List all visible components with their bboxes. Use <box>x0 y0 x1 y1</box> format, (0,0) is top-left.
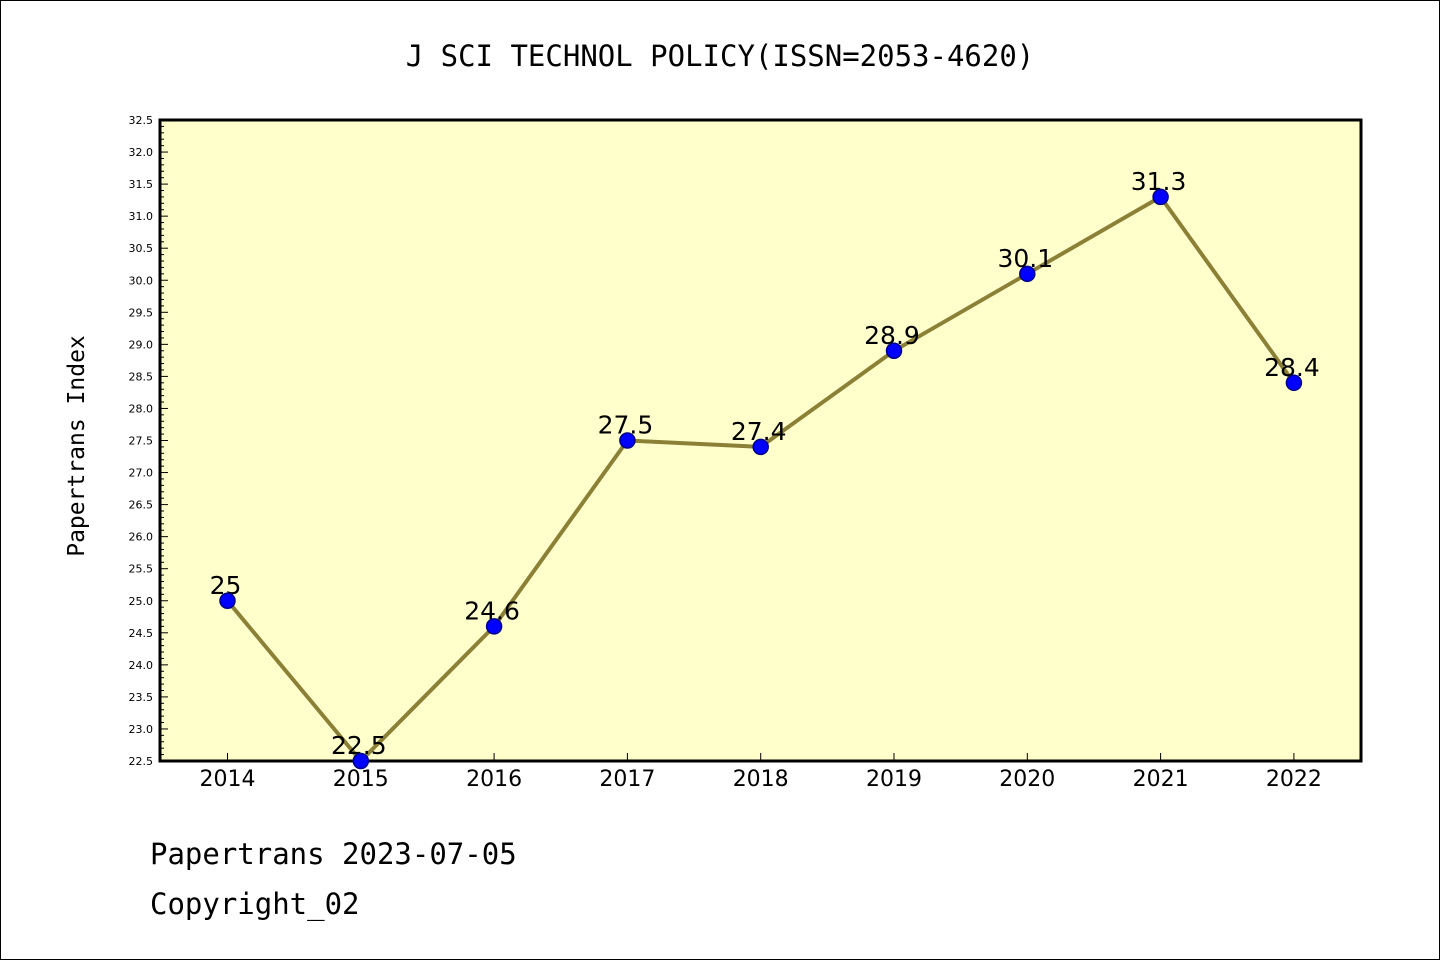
x-tick-label: 2019 <box>866 767 922 792</box>
y-axis-label: Papertrans Index <box>64 335 90 557</box>
data-point <box>352 752 370 770</box>
series-markers <box>219 188 1303 770</box>
footer-date: Papertrans 2023-07-05 <box>150 837 517 871</box>
x-tick-label: 2022 <box>1266 767 1322 792</box>
y-tick-label: 23.0 <box>129 723 154 736</box>
x-tick-label: 2016 <box>466 767 522 792</box>
y-tick-label: 26.0 <box>129 531 154 544</box>
y-tick-label: 24.5 <box>129 627 154 640</box>
y-tick-label: 22.5 <box>129 755 154 768</box>
y-tick-label: 26.5 <box>129 499 154 512</box>
y-tick-label: 32.5 <box>129 114 154 127</box>
y-tick-label: 25.5 <box>129 563 154 576</box>
data-point <box>219 592 236 609</box>
data-point <box>752 438 769 456</box>
data-point <box>1152 188 1169 206</box>
y-tick-label: 24.0 <box>129 659 154 672</box>
footer-copyright: Copyright_02 <box>150 887 360 922</box>
y-tick-label: 30.0 <box>129 274 154 287</box>
x-tick-label: 2015 <box>333 767 389 792</box>
x-tick-label: 2020 <box>999 767 1055 792</box>
y-tick-label: 29.5 <box>129 306 154 319</box>
data-point <box>619 432 636 449</box>
y-tick-label: 31.5 <box>129 178 154 191</box>
x-tick-label: 2018 <box>733 767 789 792</box>
y-tick-label: 27.0 <box>129 467 154 480</box>
y-tick-label: 28.0 <box>129 402 154 415</box>
x-axis-tick-labels: 2014 2015 2016 2017 2018 2019 2020 2021 2022 <box>200 767 1322 792</box>
data-point <box>485 618 503 635</box>
y-axis-tick-labels: 22.5 23.0 23.5 24.0 24.5 25.0 25.5 26.0 26.5 27.0… <box>129 114 154 768</box>
y-tick-label: 28.5 <box>129 370 154 383</box>
data-point <box>885 342 903 360</box>
y-tick-label: 23.5 <box>129 691 154 704</box>
y-tick-label: 27.5 <box>129 435 154 448</box>
chart-title: J SCI TECHNOL POLICY(ISSN=2053-4620) <box>406 39 1035 73</box>
data-point <box>1285 374 1303 392</box>
x-tick-label: 2014 <box>200 767 256 792</box>
y-tick-label: 29.0 <box>129 338 154 351</box>
data-point <box>1019 265 1036 283</box>
y-tick-label: 31.0 <box>129 210 154 223</box>
y-tick-label: 30.5 <box>129 242 154 255</box>
y-tick-label: 25.0 <box>129 595 154 608</box>
y-tick-label: 32.0 <box>129 146 154 159</box>
x-tick-label: 2017 <box>599 767 655 792</box>
x-tick-label: 2021 <box>1133 767 1189 792</box>
y-axis-ticks <box>160 119 168 762</box>
